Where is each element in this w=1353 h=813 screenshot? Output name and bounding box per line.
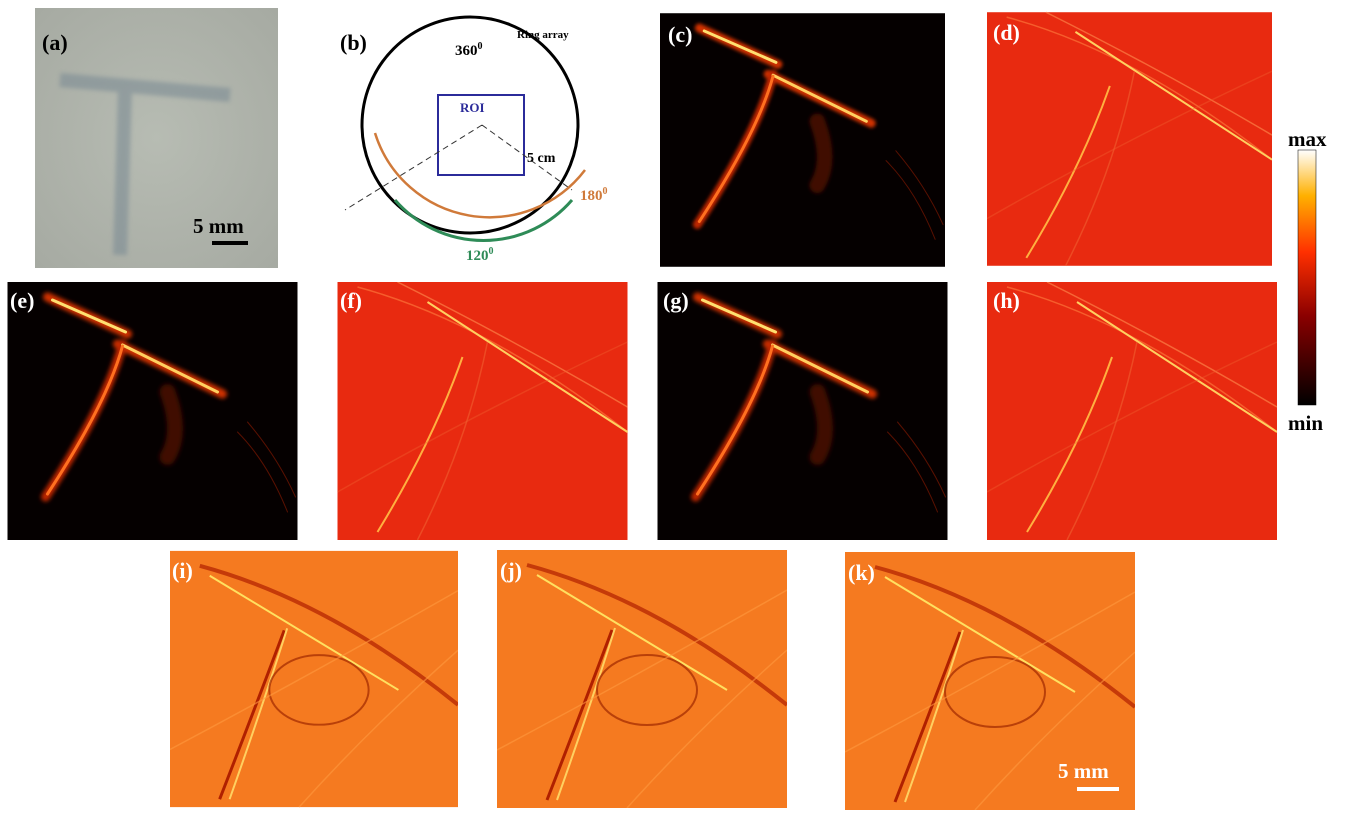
ring-label: Ring array — [517, 29, 569, 41]
radius-label: 5 cm — [527, 151, 556, 166]
colorbar-min: min — [1288, 411, 1323, 435]
angle-label: 3600 — [455, 41, 483, 59]
scale-bar-label: 5 mm — [193, 214, 244, 238]
panel-label: (i) — [172, 558, 193, 583]
panel-label: (d) — [993, 20, 1020, 45]
panel-label: (g) — [663, 288, 689, 313]
panel-label: (j) — [500, 558, 522, 583]
roi-label: ROI — [460, 100, 485, 115]
angle-label: 1200 — [466, 246, 494, 264]
angle-label: 1800 — [580, 186, 608, 204]
panel-label: (b) — [340, 30, 367, 55]
colorbar — [1298, 150, 1316, 405]
panel-label: (e) — [10, 288, 34, 313]
panel-label: (c) — [668, 22, 692, 47]
figure: (a) 5 mm (b) Ring array 3600 ROI 5 cm 18… — [0, 0, 1353, 813]
panel-label: (a) — [42, 30, 68, 55]
colorbar-max: max — [1288, 127, 1327, 151]
panel-label: (h) — [993, 288, 1020, 313]
panel-label: (k) — [848, 560, 875, 585]
scale-bar-label: 5 mm — [1058, 759, 1109, 783]
panel-label: (f) — [340, 288, 362, 313]
scale-bar — [212, 241, 248, 245]
scale-bar — [1077, 787, 1119, 791]
